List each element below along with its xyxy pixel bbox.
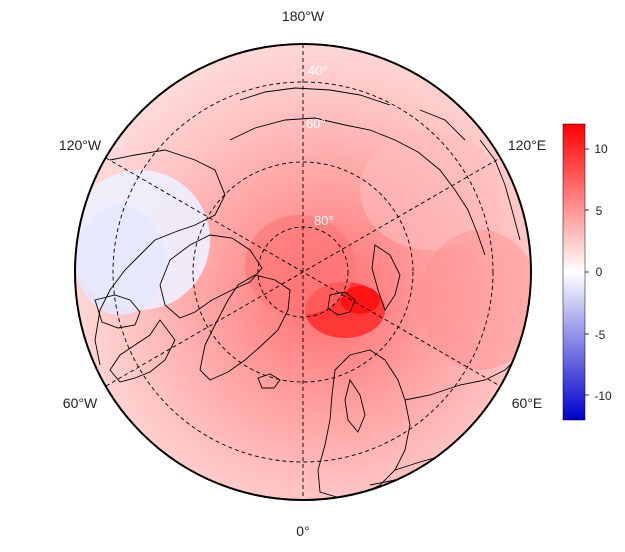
colorbar-tick-0: 0 xyxy=(595,265,603,279)
latitude-circle-60 xyxy=(192,161,414,383)
colorbar-tick-neg10: -10 xyxy=(594,389,612,403)
latitude-label-40: 40° xyxy=(308,63,328,78)
latitude-label-80: 80° xyxy=(314,213,334,228)
longitude-label-0: 0° xyxy=(296,523,310,539)
graticule xyxy=(105,44,501,500)
svalbard-coast xyxy=(327,291,356,316)
colorbar-tick-10: 10 xyxy=(594,142,608,156)
latitude-circle-40 xyxy=(112,81,494,463)
meridian-120w-60e xyxy=(105,157,501,387)
siberia-coast xyxy=(229,117,486,256)
colorbar-tick-5: 5 xyxy=(595,204,603,218)
greenland-coast xyxy=(199,274,291,381)
anomaly-field xyxy=(75,44,531,500)
longitude-label-60w: 60°W xyxy=(62,395,98,411)
colorbar-tick-neg5: -5 xyxy=(594,328,606,342)
longitude-label-120w: 120°W xyxy=(58,137,102,153)
north-america-coast xyxy=(94,149,226,366)
longitude-label-120e: 120°E xyxy=(507,137,547,153)
iceland-coast xyxy=(257,373,281,389)
longitude-label-60e: 60°E xyxy=(511,395,543,411)
colorbar xyxy=(562,123,589,421)
colorbar-gradient xyxy=(562,123,586,421)
longitude-label-180w: 180°W xyxy=(281,8,325,24)
europe-coast xyxy=(317,349,411,499)
latitude-label-60: 60° xyxy=(306,116,326,131)
novaya-zemlya-coast xyxy=(371,244,401,312)
canadian-archipelago-coast xyxy=(159,234,263,319)
map-boundary xyxy=(74,43,532,501)
